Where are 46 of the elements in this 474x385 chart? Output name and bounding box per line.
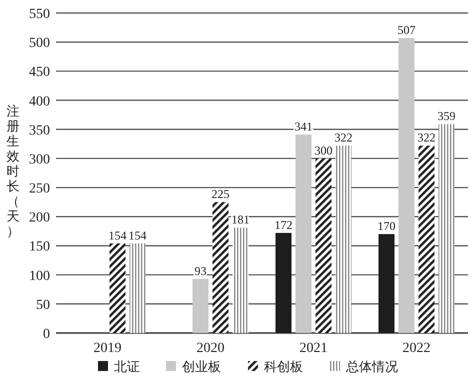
data-label: 172: [274, 218, 292, 232]
data-label: 170: [378, 219, 396, 234]
bar: [296, 134, 312, 333]
data-label: 359: [438, 109, 456, 124]
x-tick-label: 2021: [300, 341, 328, 356]
y-tick-label: 400: [29, 94, 50, 110]
data-label: 322: [334, 130, 352, 145]
bar: [232, 228, 248, 333]
x-tick-label: 2019: [94, 341, 122, 356]
data-label: 300: [314, 143, 332, 158]
y-tick-label: 450: [29, 65, 50, 80]
bar: [110, 243, 126, 333]
bar: [130, 243, 146, 333]
bar: [418, 146, 434, 333]
x-tick-label: 2020: [196, 341, 224, 356]
data-label: 507: [398, 23, 416, 38]
bar: [378, 234, 394, 333]
y-tick-label: 500: [29, 36, 50, 52]
y-tick-label: 150: [29, 240, 50, 255]
bar: [316, 158, 332, 333]
data-label: 181: [232, 212, 250, 227]
bar: [438, 124, 454, 333]
bar: [276, 232, 292, 333]
x-tick-label: 2022: [402, 341, 430, 356]
bar: [398, 38, 414, 333]
data-label: 154: [128, 228, 146, 242]
data-label: 154: [108, 228, 126, 242]
bar: [192, 278, 208, 333]
data-label: 225: [212, 187, 230, 202]
legend-label: 总体情况: [345, 360, 398, 375]
legend-label: 科创板: [264, 360, 303, 375]
y-tick-label: 350: [29, 123, 50, 138]
y-tick-label: 100: [29, 268, 50, 284]
data-label: 322: [418, 130, 436, 145]
bar: [336, 146, 352, 333]
y-tick-label: 0: [43, 327, 50, 342]
y-tick-label: 50: [36, 298, 50, 313]
data-label: 93: [194, 264, 206, 278]
legend-label: 北证: [114, 360, 140, 375]
text: 注册生效时长（天）: [6, 104, 20, 240]
y-tick-label: 550: [29, 7, 50, 22]
y-tick-label: 250: [29, 182, 50, 197]
bar: [212, 202, 228, 333]
y-tick-label: 200: [29, 210, 50, 226]
legend-label: 创业板: [182, 360, 221, 375]
y-tick-label: 300: [29, 152, 50, 168]
